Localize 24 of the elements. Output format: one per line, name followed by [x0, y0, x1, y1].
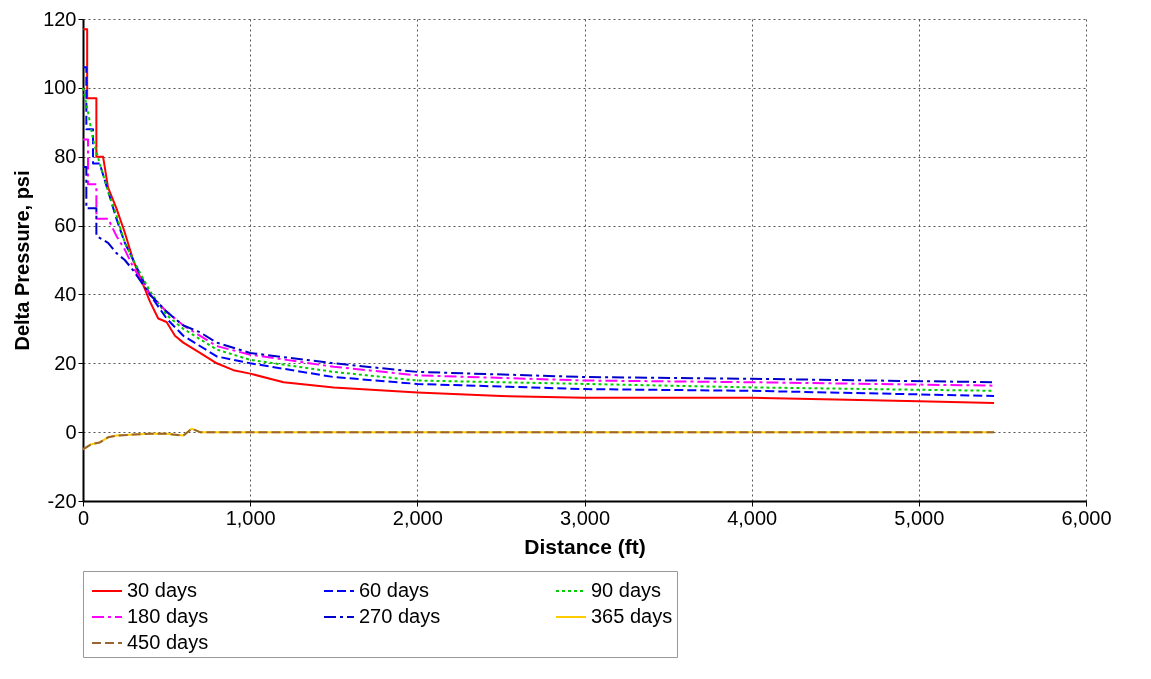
x-tick-label: 4,000 — [727, 506, 778, 529]
y-tick-label: 20 — [54, 351, 77, 374]
legend-label: 60 days — [359, 579, 430, 601]
legend-label: 90 days — [591, 579, 662, 601]
y-tick-label: 100 — [43, 76, 77, 99]
y-tick-label: 80 — [54, 145, 77, 168]
y-tick-label: 40 — [54, 282, 77, 305]
y-axis-title: Delta Pressure, psi — [11, 170, 34, 351]
y-tick-label: 60 — [54, 214, 77, 237]
x-tick-label: 6,000 — [1061, 506, 1112, 529]
y-tick-label: -20 — [47, 489, 77, 512]
x-tick-label: 2,000 — [392, 506, 443, 529]
y-tick-label: 120 — [43, 7, 77, 30]
x-axis-title: Distance (ft) — [524, 534, 646, 558]
legend-label: 180 days — [127, 605, 209, 627]
legend-label: 450 days — [127, 631, 209, 653]
line-series — [82, 427, 996, 451]
y-tick-label: 0 — [65, 420, 77, 443]
x-tick-label: 3,000 — [559, 506, 611, 529]
legend-label: 270 days — [359, 605, 441, 627]
x-tick-label: 1,000 — [225, 506, 276, 529]
legend-label: 365 days — [591, 605, 673, 627]
legend-label: 30 days — [127, 579, 198, 601]
x-tick-label: 5,000 — [894, 506, 945, 529]
